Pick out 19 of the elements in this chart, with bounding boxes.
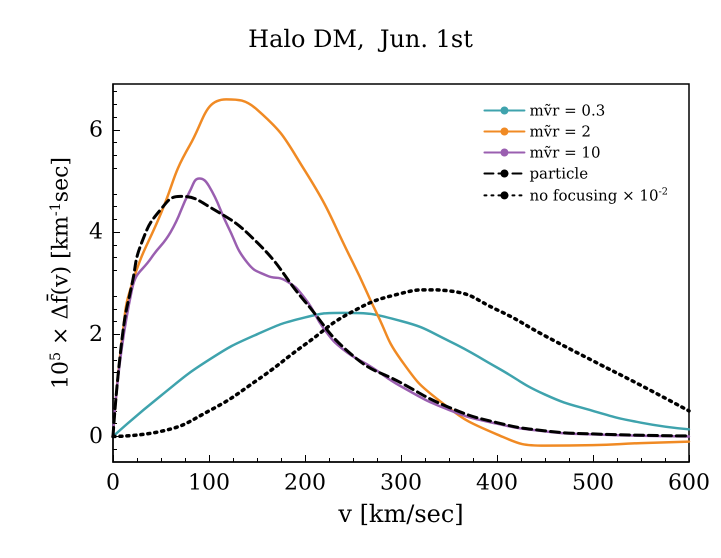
y-axis-title: 105 × Δf̄(v) [km-1sec] xyxy=(46,156,74,390)
x-tick-label: 200 xyxy=(284,470,326,496)
line-series xyxy=(112,312,690,438)
y-tick-label: 0 xyxy=(89,424,103,449)
x-tick-label: 300 xyxy=(380,470,422,496)
y-tick-label: 6 xyxy=(89,117,103,142)
legend-label: mṽr = 2 xyxy=(529,122,591,140)
x-tick-label: 500 xyxy=(572,470,614,496)
x-tick-label: 100 xyxy=(188,470,230,496)
y-tick-label: 2 xyxy=(89,322,103,347)
x-tick-label: 0 xyxy=(106,470,120,496)
legend-label: mṽr = 10 xyxy=(529,144,601,162)
y-tick-label: 4 xyxy=(89,220,103,245)
legend-label: particle xyxy=(529,164,588,182)
chart-title: Halo DM, Jun. 1st xyxy=(248,25,474,53)
x-tick-label: 400 xyxy=(476,470,518,496)
legend-label: mṽr = 0.3 xyxy=(529,102,606,120)
x-axis-title: v [km/sec] xyxy=(337,500,464,528)
x-tick-label: 600 xyxy=(668,470,710,496)
